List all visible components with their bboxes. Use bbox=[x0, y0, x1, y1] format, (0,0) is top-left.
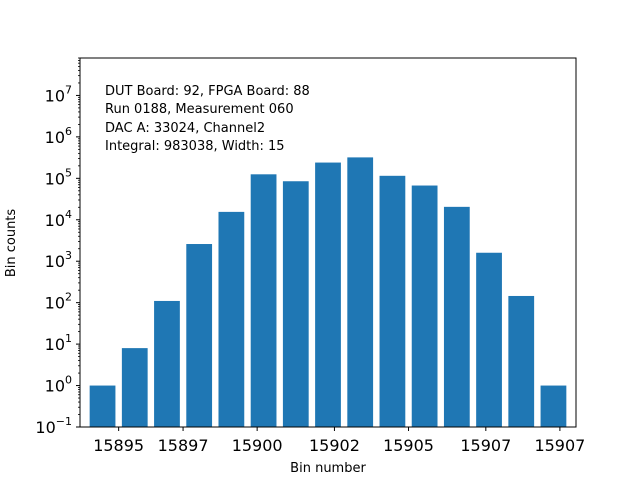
bar-bin-15907 bbox=[508, 295, 535, 427]
x-tick-label: 15905 bbox=[383, 436, 434, 455]
annotation-line-integral: Integral: 983038, Width: 15 bbox=[105, 139, 285, 154]
y-tick-label: 103 bbox=[45, 249, 72, 271]
y-tick-label: 10−1 bbox=[35, 415, 72, 437]
y-tick-label: 107 bbox=[45, 83, 72, 105]
y-tick-label: 102 bbox=[45, 291, 72, 313]
bar-bin-15902 bbox=[347, 157, 374, 427]
bar-bin-15898 bbox=[218, 211, 245, 427]
bar-bin-15903 bbox=[379, 175, 406, 427]
y-axis-ticks: 10−1 100 101 102 103 104 105 106 107 bbox=[35, 83, 80, 437]
y-tick-label: 100 bbox=[45, 374, 72, 396]
annotation-block: DUT Board: 92, FPGA Board: 88 Run 0188, … bbox=[105, 84, 310, 154]
bar-bin-15894 bbox=[89, 385, 116, 427]
bar-bin-15908 bbox=[540, 385, 567, 427]
bar-bin-15904 bbox=[411, 185, 438, 427]
annotation-line-board: DUT Board: 92, FPGA Board: 88 bbox=[105, 84, 310, 99]
plot-area-frame bbox=[79, 57, 577, 428]
bar-bin-15895 bbox=[121, 348, 148, 427]
bar-bin-15901 bbox=[315, 162, 341, 427]
bar-bin-15900 bbox=[282, 181, 309, 427]
x-axis-ticks: 15895 15897 15900 15902 15905 15907 15907 bbox=[93, 427, 585, 455]
bar-bin-15906 bbox=[476, 252, 502, 427]
bar-bin-15897 bbox=[186, 244, 213, 427]
x-tick-label: 15897 bbox=[158, 436, 209, 455]
bars-group bbox=[89, 157, 567, 427]
bar-bin-15905 bbox=[443, 206, 470, 427]
x-tick-label: 15907 bbox=[534, 436, 585, 455]
y-axis-title: Bin counts bbox=[4, 209, 19, 278]
bar-bin-15899 bbox=[250, 174, 277, 427]
y-tick-label: 105 bbox=[45, 166, 72, 188]
annotation-line-run: Run 0188, Measurement 060 bbox=[105, 102, 294, 117]
x-axis-title: Bin number bbox=[290, 461, 366, 476]
y-tick-label: 101 bbox=[45, 332, 72, 354]
x-tick-label: 15907 bbox=[460, 436, 511, 455]
x-tick-label: 15895 bbox=[93, 436, 144, 455]
y-axis-minor-ticks bbox=[78, 57, 80, 415]
y-tick-label: 104 bbox=[45, 208, 72, 230]
annotation-line-dac: DAC A: 33024, Channel2 bbox=[105, 121, 265, 136]
y-tick-label: 106 bbox=[45, 125, 72, 147]
x-tick-label: 15900 bbox=[232, 436, 283, 455]
bar-bin-15896 bbox=[154, 300, 180, 427]
x-tick-label: 15902 bbox=[309, 436, 360, 455]
